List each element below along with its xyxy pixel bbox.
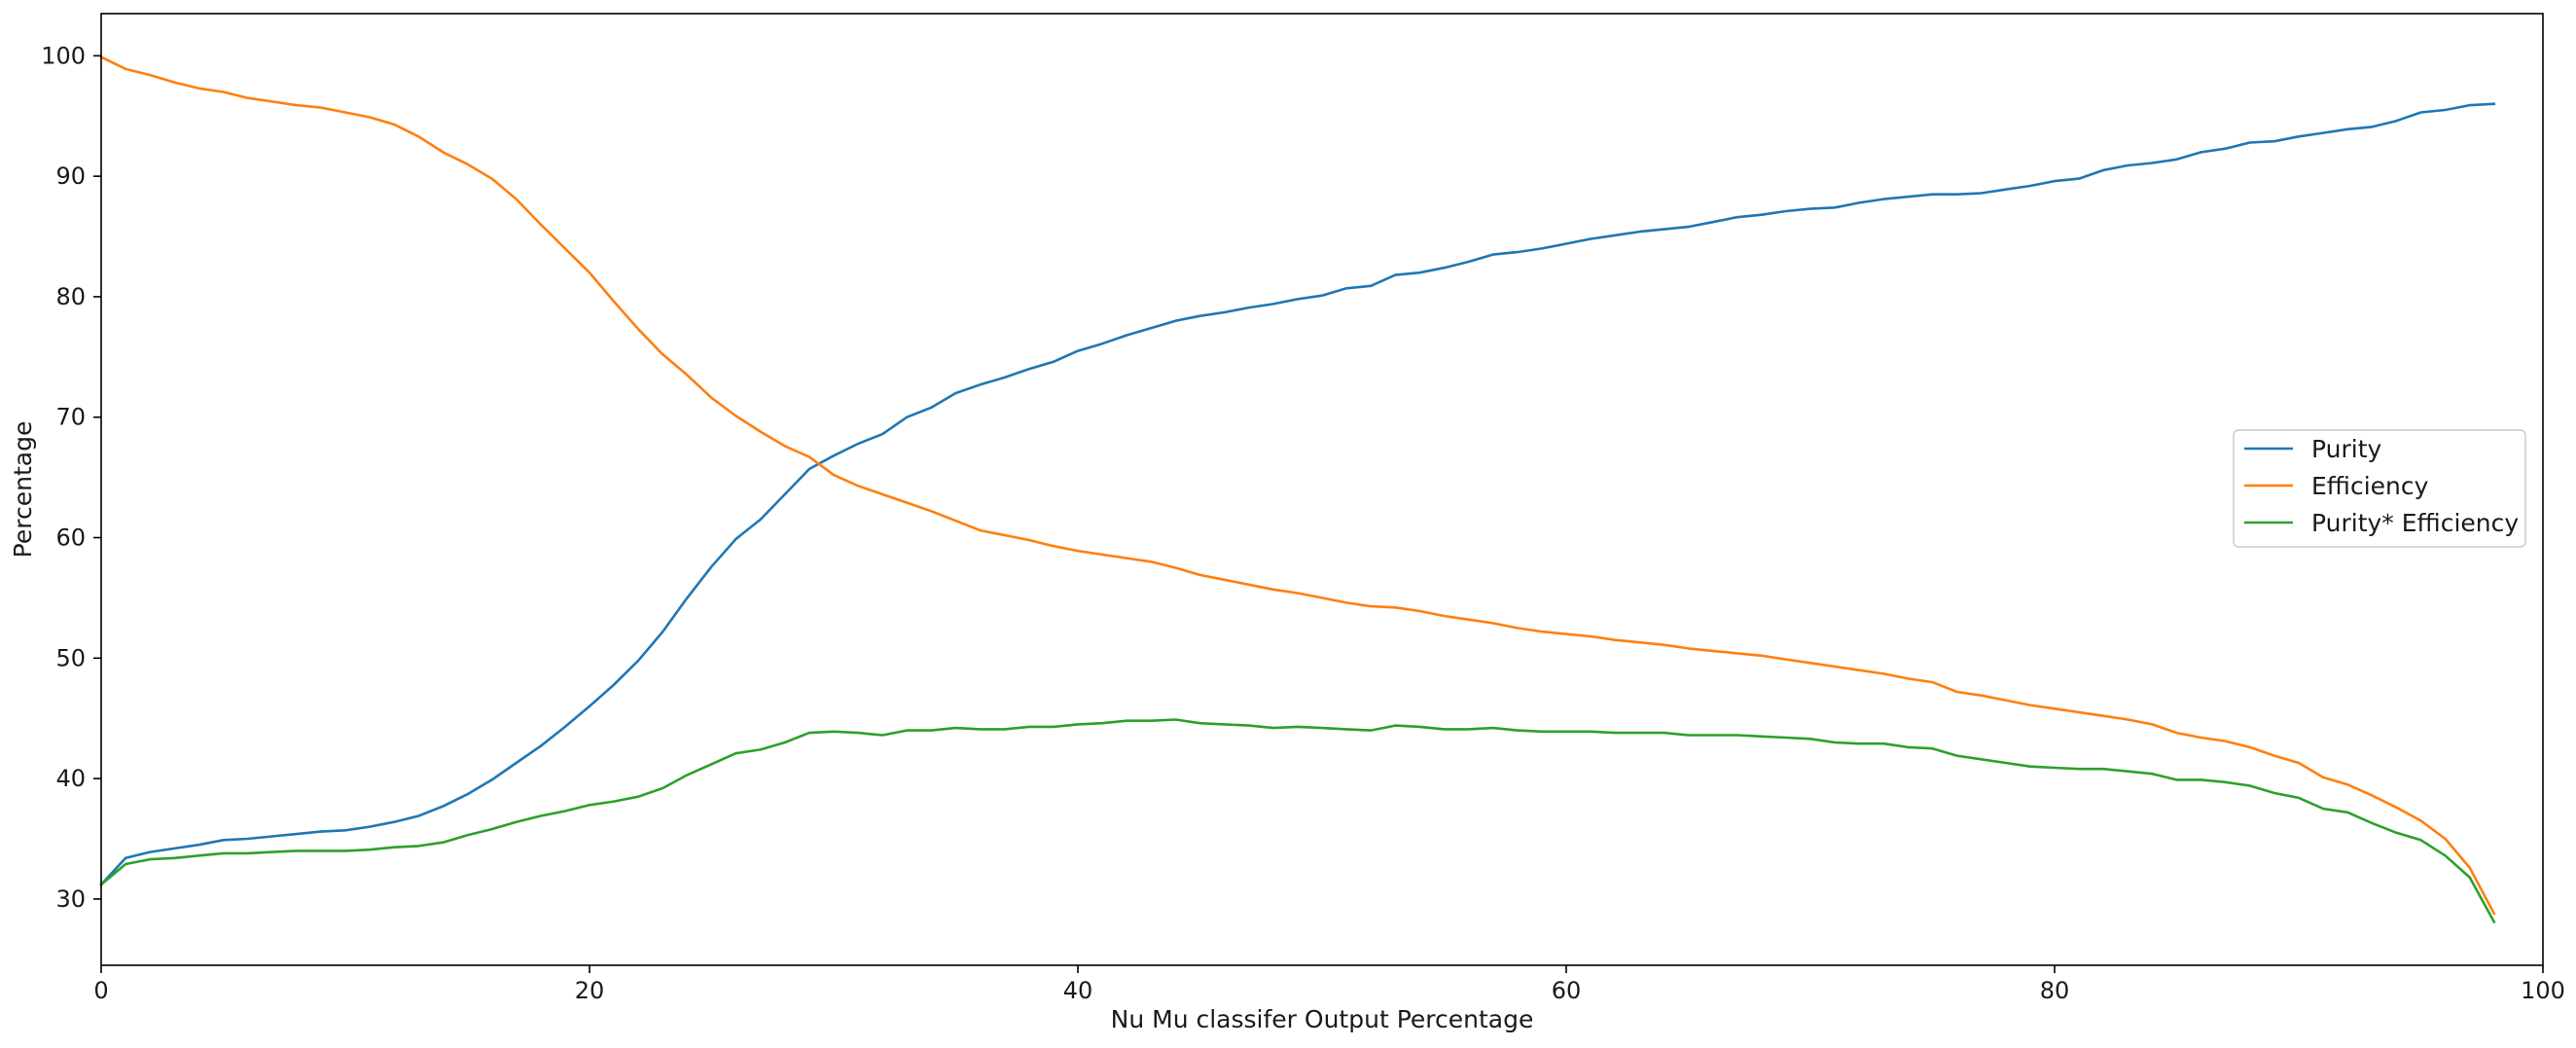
x-tick-label: 60: [1552, 977, 1582, 1004]
x-tick-label: 100: [2521, 977, 2565, 1004]
x-axis: 0 20 40 60 80 100: [93, 965, 2565, 1004]
y-tick-label: 80: [55, 283, 86, 310]
x-tick-label: 80: [2040, 977, 2070, 1004]
y-tick-label: 70: [55, 404, 86, 431]
legend-label-purity: Purity: [2311, 435, 2382, 463]
series-layer: [99, 54, 2496, 924]
x-tick-label: 40: [1063, 977, 1093, 1004]
y-axis-label: Percentage: [9, 421, 37, 559]
y-tick-label: 50: [55, 644, 86, 671]
x-tick-label: 0: [93, 977, 108, 1004]
legend-label-efficiency: Efficiency: [2311, 472, 2429, 500]
legend: Purity Efficiency Purity* Efficiency: [2233, 429, 2526, 548]
legend-box: [2233, 429, 2526, 548]
series-line-purity: [99, 102, 2496, 886]
y-tick-label: 100: [41, 42, 86, 69]
y-tick-label: 30: [55, 885, 86, 913]
y-tick-label: 40: [55, 765, 86, 792]
series-line-efficiency: [99, 54, 2496, 916]
x-tick-label: 20: [575, 977, 605, 1004]
x-axis-label: Nu Mu classifer Output Percentage: [1111, 1005, 1534, 1033]
y-tick-label: 60: [55, 524, 86, 552]
y-axis: 30 40 50 60 70 80 90 100: [41, 42, 101, 913]
plot-frame: [100, 13, 2544, 966]
series-line-purity-efficiency: [99, 718, 2496, 924]
y-tick-label: 90: [55, 163, 86, 190]
legend-label-purity-efficiency: Purity* Efficiency: [2311, 509, 2519, 537]
